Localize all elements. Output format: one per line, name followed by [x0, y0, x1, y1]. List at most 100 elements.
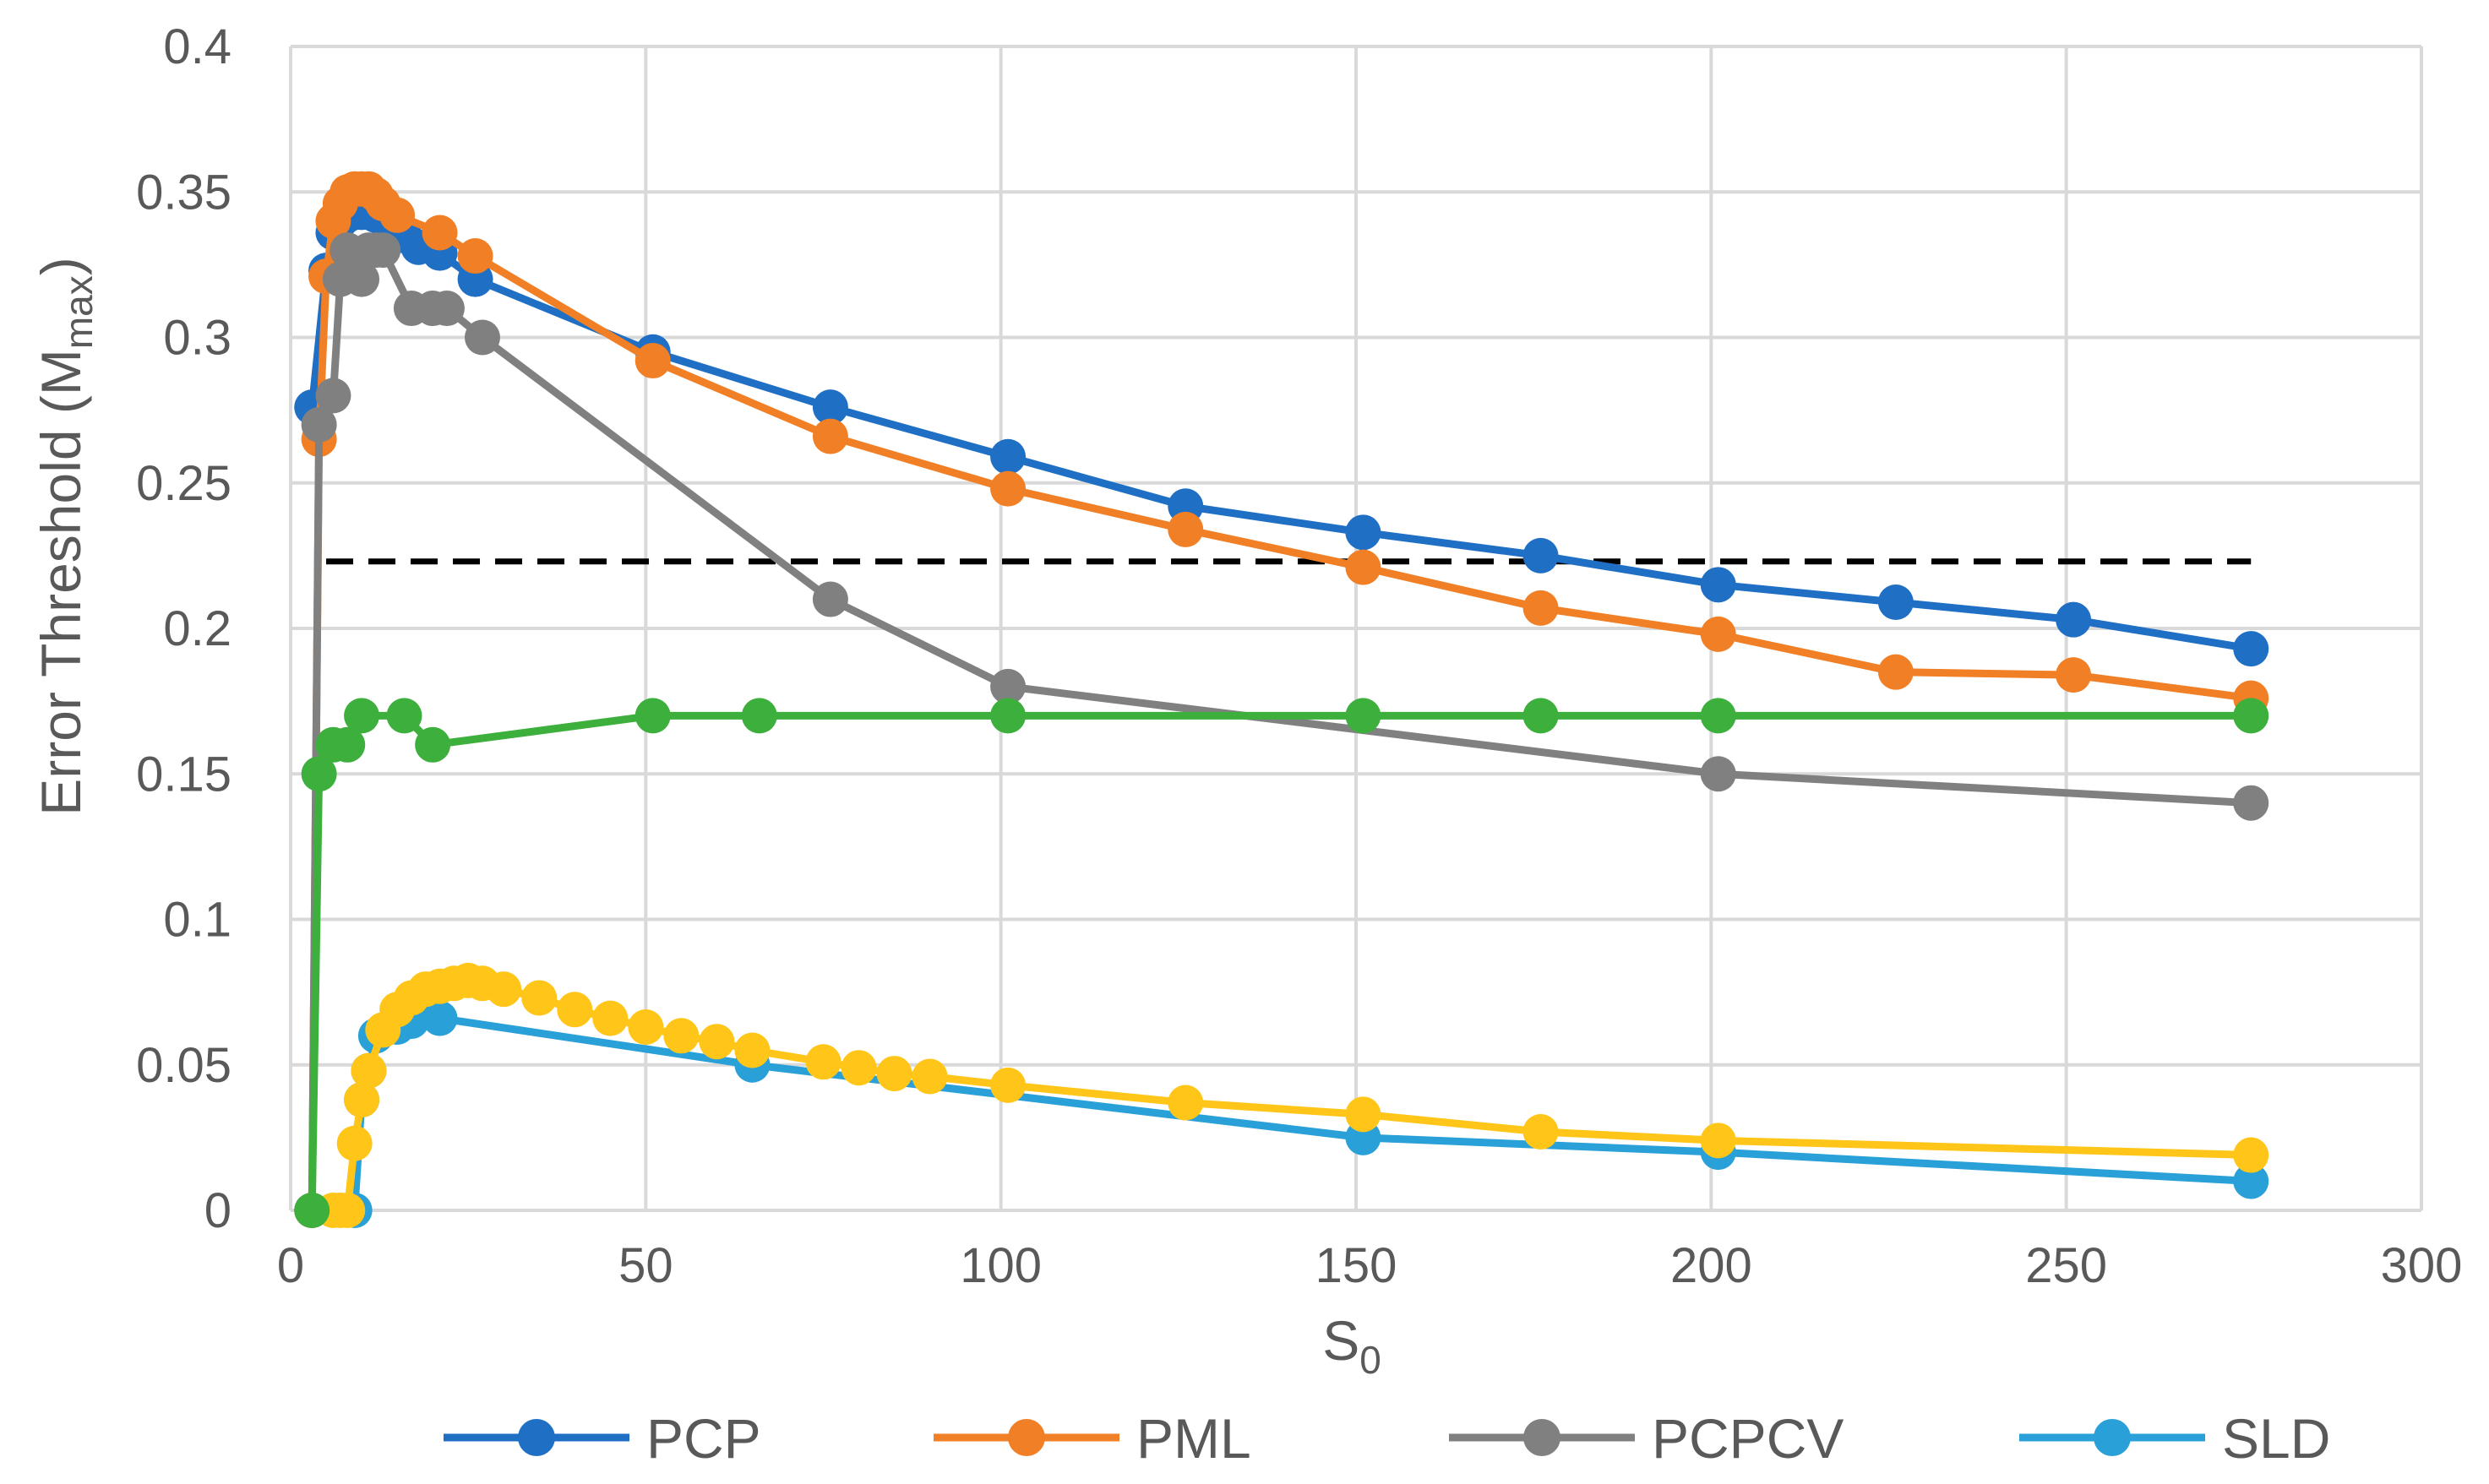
x-tick-label: 100 — [960, 1238, 1042, 1293]
data-point-series-5 — [699, 1024, 735, 1060]
legend-label: SLD — [2222, 1407, 2330, 1470]
data-point-series-6 — [344, 698, 380, 734]
data-point-pcp — [2233, 631, 2269, 667]
data-point-pcp — [1522, 537, 1559, 573]
legend-swatch-marker — [518, 1419, 555, 1456]
y-tick-label: 0.2 — [163, 601, 231, 656]
data-point-series-6 — [386, 698, 422, 734]
data-point-pcpcv — [812, 581, 848, 617]
data-point-series-5 — [628, 1008, 664, 1045]
data-point-pml — [422, 215, 458, 251]
data-point-series-5 — [734, 1032, 771, 1068]
data-point-pcpcv — [428, 291, 465, 327]
data-point-pcpcv — [1700, 756, 1736, 792]
data-point-series-6 — [301, 756, 337, 792]
legend-swatch-marker — [2094, 1419, 2131, 1456]
data-point-pml — [990, 470, 1027, 507]
series-sld — [336, 1000, 2269, 1228]
legend-label: PCPCV — [1652, 1407, 1844, 1470]
data-point-pml — [2056, 657, 2092, 693]
y-axis-tick-labels: 0 0.05 0.1 0.15 0.2 0.25 0.3 0.35 0.4 — [136, 19, 231, 1238]
y-tick-label: 0.4 — [163, 19, 231, 74]
x-tick-label: 300 — [2381, 1238, 2463, 1293]
data-point-series-5 — [663, 1018, 700, 1054]
data-point-pcpcv — [301, 406, 337, 443]
data-point-pcpcv — [344, 261, 380, 297]
data-point-series-5 — [1345, 1096, 1381, 1133]
data-point-series-5 — [841, 1050, 877, 1086]
data-point-series-5 — [486, 971, 522, 1008]
data-point-pml — [379, 197, 416, 233]
y-tick-label: 0.1 — [163, 893, 231, 948]
series-group — [294, 171, 2269, 1228]
series-series-5 — [315, 962, 2269, 1228]
series-line-sld — [351, 1014, 2252, 1211]
data-point-series-5 — [557, 992, 593, 1028]
y-tick-label: 0.25 — [136, 456, 231, 511]
data-point-series-6 — [1522, 698, 1559, 734]
data-point-pcpcv — [464, 319, 500, 356]
y-axis-title-subscript: max — [57, 275, 101, 349]
legend-item-pcpcv: PCPCV — [1449, 1407, 1844, 1470]
data-point-pcp — [812, 389, 848, 426]
series-line-pml — [308, 185, 2252, 1211]
data-point-pcp — [1345, 514, 1381, 551]
data-point-series-5 — [336, 1125, 373, 1161]
data-point-series-5 — [1522, 1113, 1559, 1150]
legend-swatch-marker — [1008, 1419, 1045, 1456]
series-pcpcv — [294, 232, 2269, 1228]
data-point-series-5 — [805, 1044, 841, 1080]
data-point-sld — [2233, 1163, 2269, 1199]
data-point-series-5 — [351, 1052, 387, 1089]
y-axis-title-close: ) — [30, 257, 92, 275]
data-point-series-5 — [2233, 1137, 2269, 1173]
data-point-pml — [635, 343, 671, 379]
data-point-series-6 — [1700, 698, 1736, 734]
data-point-pcp — [1877, 584, 1914, 620]
legend-item-pml: PML — [934, 1407, 1251, 1470]
data-point-pml — [1168, 511, 1204, 547]
y-tick-label: 0.3 — [163, 311, 231, 366]
y-axis-title: Error Threshold (Mmax) — [30, 257, 101, 815]
x-axis-title-subscript: 0 — [1359, 1338, 1381, 1382]
series-pcp — [294, 191, 2269, 667]
y-axis-title-main: Error Threshold (M — [30, 349, 92, 816]
data-point-series-5 — [344, 1082, 380, 1118]
data-point-series-5 — [912, 1058, 948, 1095]
data-point-series-5 — [592, 1000, 629, 1036]
legend-label: PCP — [646, 1407, 761, 1470]
data-point-series-6 — [415, 726, 451, 763]
data-point-pml — [457, 238, 493, 275]
data-point-pcp — [990, 438, 1027, 475]
y-tick-label: 0 — [204, 1183, 231, 1238]
data-point-pcpcv — [990, 668, 1027, 704]
legend-item-pcp: PCP — [444, 1407, 761, 1470]
x-tick-label: 200 — [1670, 1238, 1752, 1293]
x-tick-label: 150 — [1315, 1238, 1397, 1293]
data-point-series-5 — [1700, 1123, 1736, 1159]
y-tick-label: 0.05 — [136, 1038, 231, 1093]
data-point-pml — [1345, 549, 1381, 585]
data-point-sld — [422, 1000, 458, 1036]
data-point-pcpcv — [365, 232, 401, 269]
data-point-series-6 — [2233, 698, 2269, 734]
data-point-pml — [1700, 616, 1736, 652]
legend: PCP PML PCPCV SLD — [444, 1407, 2330, 1470]
x-axis-title-main: S — [1322, 1309, 1359, 1372]
y-tick-label: 0.15 — [136, 747, 231, 802]
x-tick-label: 250 — [2025, 1238, 2107, 1293]
data-point-series-5 — [990, 1067, 1027, 1103]
data-point-series-6 — [294, 1193, 330, 1228]
data-point-series-5 — [330, 1193, 366, 1228]
data-point-pcpcv — [2233, 785, 2269, 821]
data-point-series-5 — [521, 980, 558, 1016]
x-tick-label: 50 — [618, 1238, 673, 1293]
y-tick-label: 0.35 — [136, 165, 231, 220]
data-point-series-5 — [1168, 1084, 1204, 1121]
data-point-series-6 — [330, 726, 366, 763]
data-point-pcpcv — [315, 378, 351, 414]
data-point-pml — [1877, 654, 1914, 690]
data-point-series-6 — [990, 698, 1027, 734]
data-point-pcp — [2056, 601, 2092, 638]
